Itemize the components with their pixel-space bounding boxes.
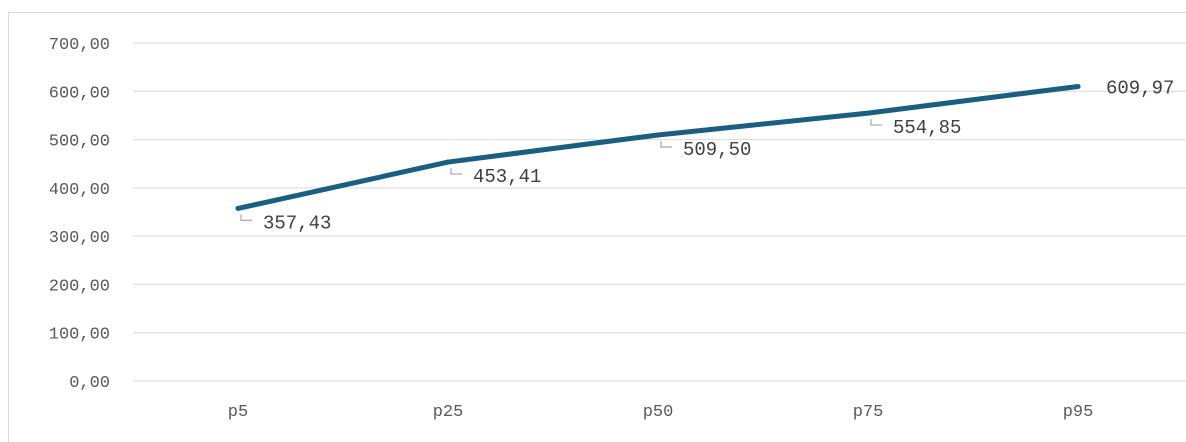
data-point xyxy=(445,159,451,165)
data-label-leader xyxy=(870,119,882,126)
x-tick-label: p75 xyxy=(853,403,884,422)
y-tick-label: 0,00 xyxy=(69,374,110,393)
data-point xyxy=(655,132,661,138)
data-point xyxy=(235,205,241,211)
data-label: 509,50 xyxy=(683,139,751,161)
y-tick-label: 300,00 xyxy=(49,229,110,248)
chart-frame xyxy=(8,12,1186,442)
data-point xyxy=(1075,83,1081,89)
data-label: 609,97 xyxy=(1106,77,1174,99)
y-tick-label: 100,00 xyxy=(49,326,110,345)
y-tick-label: 500,00 xyxy=(49,133,110,152)
series-line xyxy=(235,83,1081,211)
data-label-leader xyxy=(450,168,462,175)
y-tick-label: 700,00 xyxy=(49,36,110,55)
x-tick-label: p95 xyxy=(1063,403,1094,422)
y-tick-label: 400,00 xyxy=(49,181,110,200)
line-chart: 0,00 100,00 200,00 300,00 400,00 500,00 600,00… xyxy=(49,36,1186,422)
data-label: 453,41 xyxy=(473,166,541,188)
data-point xyxy=(865,110,871,116)
x-tick-label: p25 xyxy=(433,403,464,422)
x-tick-label: p50 xyxy=(643,403,674,422)
data-label-leader xyxy=(660,140,672,148)
data-label: 554,85 xyxy=(893,117,961,139)
data-label: 357,43 xyxy=(263,212,331,234)
x-tick-label: p5 xyxy=(228,403,248,422)
data-label-leader xyxy=(240,214,252,222)
y-tick-label: 600,00 xyxy=(49,84,110,103)
y-tick-label: 200,00 xyxy=(49,277,110,296)
